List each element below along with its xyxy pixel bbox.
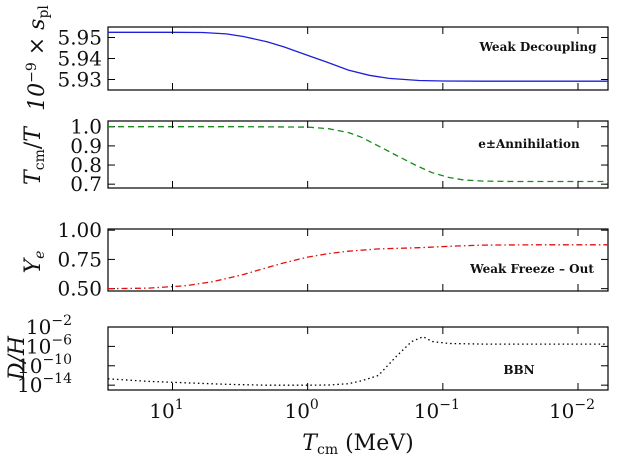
annotation-e-annihilation: e±Annihilation [478,137,580,151]
panel-weak-freeze-out: 0.50 0.75 1.00 Weak Freeze – Out Ye [21,218,609,301]
panel-3-series [107,244,608,290]
panel-2-frame [107,120,609,189]
panel-1-xticks [171,27,579,90]
panel-3-xticks [171,229,579,291]
panel-4-series [107,335,608,386]
series-line [108,126,608,183]
ytick-label: 0.8 [70,153,102,177]
xtick-label: 10−1 [414,397,460,423]
series-line [107,244,608,290]
ytick-label: 5.94 [57,47,102,71]
ytick-label: 1.0 [70,115,102,139]
ytick-label: 0.50 [57,277,102,301]
annotation-bbn: BBN [503,363,534,377]
ytick-label: 10−14 [17,371,72,397]
annotation-weak-decoupling: Weak Decoupling [478,40,597,54]
x-axis-label: Tcm (MeV) [302,431,413,458]
panel-4-xticks [171,327,579,390]
ytick-label: 5.95 [57,26,102,50]
ylabel-ye: Ye [21,251,48,274]
ytick-label: 5.93 [57,68,102,92]
ytick-label: 0.9 [70,134,102,158]
panel-2-yticks: 0.70.80.91.0 [70,115,608,196]
x-axis-tick-labels: 101 100 10−1 10−2 [149,397,595,423]
panel-4-frame [107,326,609,391]
ylabel-tcm-over-t: Tcm/T [21,125,48,185]
panel-1-yticks: 5.935.945.95 [57,26,608,92]
ytick-label: 0.7 [70,172,102,196]
panel-e-annihilation: 0.70.80.91.0 e±Annihilation Tcm/T [21,115,609,196]
annotation-weak-freeze-out: Weak Freeze – Out [469,262,594,276]
panel-weak-decoupling: 5.935.945.95 Weak Decoupling 10−9 × spl [24,5,609,111]
panel-2-xticks [171,121,579,188]
xtick-label: 101 [149,397,183,423]
xtick-label: 10−2 [549,397,595,423]
panel-2-series [108,126,608,183]
series-line [108,31,608,82]
panel-3-frame [107,228,609,292]
ytick-label: 1.00 [57,218,102,242]
xtick-label: 100 [284,397,318,423]
ytick-label: 0.75 [57,247,102,271]
ylabel-spl: 10−9 × spl [24,5,52,111]
series-line [107,335,608,386]
panel-3-yticks: 0.50 0.75 1.00 [57,218,608,301]
panel-1-series [108,31,608,82]
ylabel-dh: D/H [5,335,30,381]
